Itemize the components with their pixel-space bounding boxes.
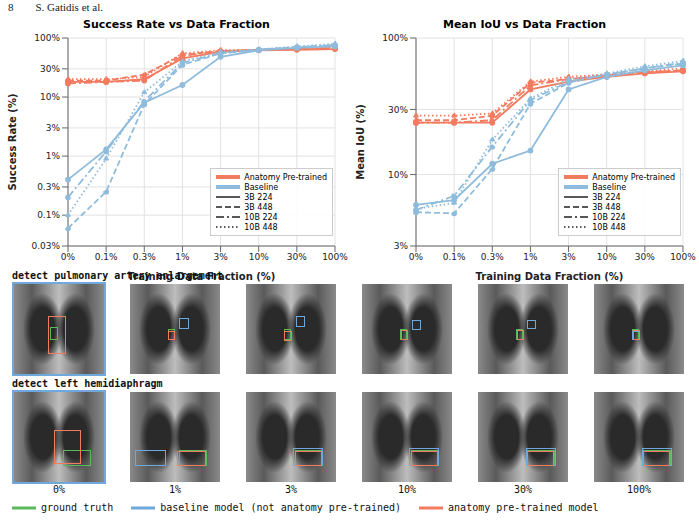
- html-text:Mean IoU vs Data Fraction: Mean IoU vs Data Fraction: [442, 18, 606, 31]
- html-text:0%: 0%: [53, 484, 65, 495]
- svg-text:0.1%: 0.1%: [443, 252, 466, 262]
- svg-text:100%: 100%: [670, 252, 696, 262]
- html-text:10B 224: 10B 224: [592, 212, 626, 222]
- svg-text:0.03%: 0.03%: [31, 241, 60, 251]
- html-text:baseline model (not anatomy pr: baseline model (not anatomy pre-trained): [160, 502, 402, 513]
- html-text:S. Gatidis et al.: S. Gatidis et al.: [35, 1, 103, 13]
- svg-text:3%: 3%: [394, 241, 409, 251]
- svg-text:30%: 30%: [388, 105, 408, 115]
- html-text:3B 448: 3B 448: [592, 202, 621, 212]
- html-text:8: 8: [8, 1, 14, 13]
- html-text:Anatomy Pre-trained: Anatomy Pre-trained: [244, 172, 327, 182]
- svg-text:100%: 100%: [322, 252, 348, 262]
- svg-text:0.1%: 0.1%: [37, 210, 60, 220]
- html-text:3B 224: 3B 224: [592, 192, 621, 202]
- html-text:100%: 100%: [627, 484, 651, 495]
- svg-text:10%: 10%: [388, 170, 408, 180]
- svg-text:0%: 0%: [409, 252, 424, 262]
- svg-text:Mean IoU (%): Mean IoU (%): [355, 104, 366, 179]
- html-text:10B 448: 10B 448: [244, 222, 278, 232]
- svg-text:1%: 1%: [523, 252, 538, 262]
- html-text:10%: 10%: [398, 484, 416, 495]
- svg-text:30%: 30%: [635, 252, 655, 262]
- svg-text:0%: 0%: [61, 252, 76, 262]
- svg-text:3%: 3%: [561, 252, 576, 262]
- html-text:Baseline: Baseline: [592, 182, 627, 192]
- html-text:10B 224: 10B 224: [244, 212, 278, 222]
- svg-text:0.3%: 0.3%: [481, 252, 504, 262]
- html-text:Anatomy Pre-trained: Anatomy Pre-trained: [592, 172, 675, 182]
- html-text:detect left hemidiaphragm: detect left hemidiaphragm: [12, 378, 163, 389]
- svg-text:30%: 30%: [287, 252, 307, 262]
- svg-text:10%: 10%: [597, 252, 617, 262]
- html-text:3%: 3%: [285, 484, 297, 495]
- svg-text:0.1%: 0.1%: [95, 252, 118, 262]
- svg-text:10%: 10%: [40, 92, 60, 102]
- svg-text:100%: 100%: [382, 34, 408, 43]
- svg-text:Training Data Fraction (%): Training Data Fraction (%): [476, 271, 624, 282]
- html-text:3B 448: 3B 448: [244, 202, 273, 212]
- html-text:detect pulmonary artery enlarg: detect pulmonary artery enlargement: [12, 270, 223, 281]
- svg-text:0.3%: 0.3%: [133, 252, 156, 262]
- svg-text:3%: 3%: [213, 252, 228, 262]
- svg-text:100%: 100%: [34, 34, 60, 43]
- html-text:ground truth: ground truth: [41, 502, 114, 513]
- svg-text:0.3%: 0.3%: [37, 182, 60, 192]
- html-text:10B 448: 10B 448: [592, 222, 626, 232]
- html-text:Baseline: Baseline: [244, 182, 279, 192]
- html-text:1%: 1%: [169, 484, 181, 495]
- svg-text:30%: 30%: [40, 64, 60, 74]
- svg-text:10%: 10%: [249, 252, 269, 262]
- html-text:anatomy pre-trained model: anatomy pre-trained model: [448, 502, 599, 513]
- svg-text:1%: 1%: [46, 151, 61, 161]
- svg-text:1%: 1%: [175, 252, 190, 262]
- html-text:30%: 30%: [514, 484, 532, 495]
- html-text:3B 224: 3B 224: [244, 192, 273, 202]
- svg-text:Success Rate (%): Success Rate (%): [7, 94, 18, 191]
- svg-text:3%: 3%: [46, 123, 61, 133]
- html-text:Success Rate vs Data Fraction: Success Rate vs Data Fraction: [83, 18, 270, 31]
